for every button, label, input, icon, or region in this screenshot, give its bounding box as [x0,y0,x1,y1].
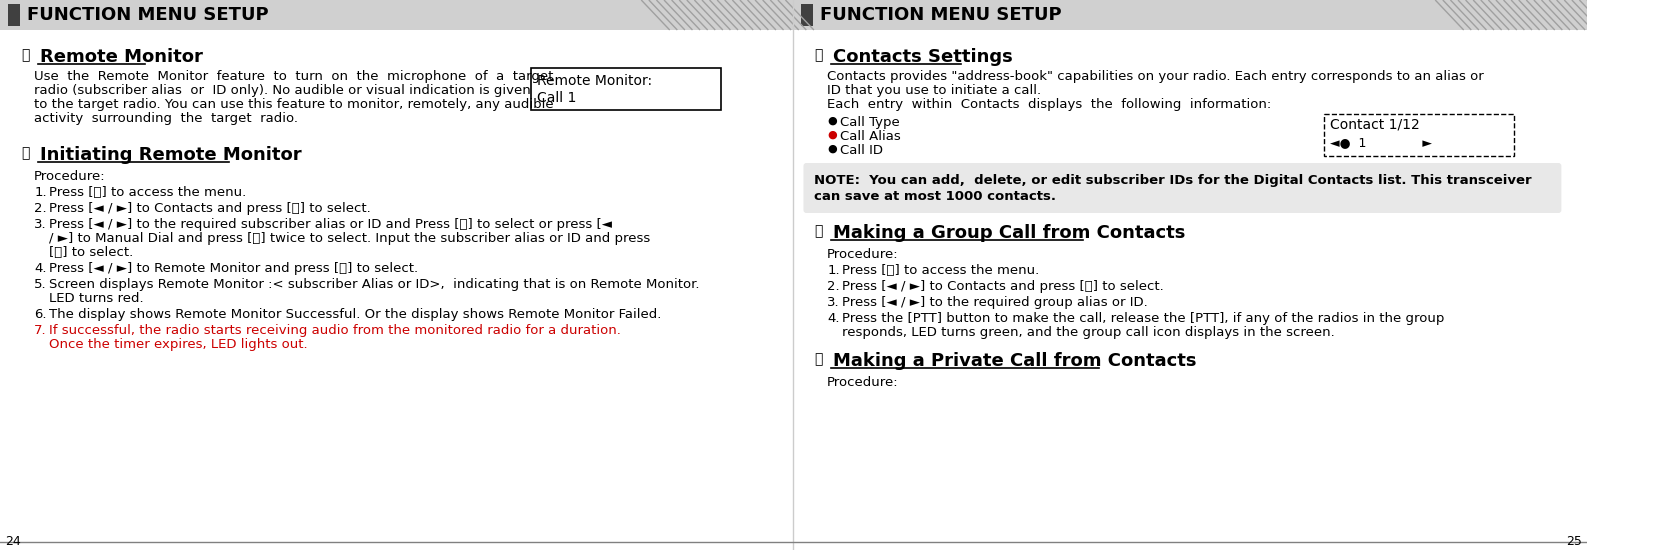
Text: Call Alias: Call Alias [840,130,902,143]
Text: Press [◄ / ►] to Remote Monitor and press [Ⓜ] to select.: Press [◄ / ►] to Remote Monitor and pres… [49,262,418,275]
Text: 25: 25 [1566,535,1583,548]
Text: The display shows Remote Monitor Successful. Or the display shows Remote Monitor: The display shows Remote Monitor Success… [49,308,663,321]
Text: ●: ● [826,144,836,154]
Text: Contact 1/12: Contact 1/12 [1330,118,1420,132]
Text: ◄●  1              ►: ◄● 1 ► [1330,136,1432,149]
Text: Call 1: Call 1 [537,91,576,105]
Text: Use  the  Remote  Monitor  feature  to  turn  on  the  microphone  of  a  target: Use the Remote Monitor feature to turn o… [33,70,554,83]
Text: Procedure:: Procedure: [33,170,105,183]
Text: NOTE:  You can add,  delete, or edit subscriber IDs for the Digital Contacts lis: NOTE: You can add, delete, or edit subsc… [813,174,1531,187]
Text: to the target radio. You can use this feature to monitor, remotely, any audible: to the target radio. You can use this fe… [33,98,554,111]
Text: Press [Ⓜ] to access the menu.: Press [Ⓜ] to access the menu. [49,186,246,199]
Text: Remote Monitor:: Remote Monitor: [537,74,652,88]
Text: Call Type: Call Type [840,116,900,129]
FancyBboxPatch shape [0,0,793,30]
Text: 📻: 📻 [813,224,821,238]
Text: 1.: 1. [826,264,840,277]
Text: Making a Private Call from Contacts: Making a Private Call from Contacts [833,352,1196,370]
FancyBboxPatch shape [1325,114,1514,156]
Text: / ►] to Manual Dial and press [Ⓜ] twice to select. Input the subscriber alias or: / ►] to Manual Dial and press [Ⓜ] twice … [49,232,651,245]
Text: Press [◄ / ►] to Contacts and press [Ⓜ] to select.: Press [◄ / ►] to Contacts and press [Ⓜ] … [49,202,371,215]
Text: Press [◄ / ►] to Contacts and press [Ⓜ] to select.: Press [◄ / ►] to Contacts and press [Ⓜ] … [842,280,1164,293]
Text: radio (subscriber alias  or  ID only). No audible or visual indication is given: radio (subscriber alias or ID only). No … [33,84,530,97]
Text: Contacts provides "address-book" capabilities on your radio. Each entry correspo: Contacts provides "address-book" capabil… [826,70,1484,83]
Text: Procedure:: Procedure: [826,376,898,389]
Text: 7.: 7. [33,324,47,337]
Text: 📻: 📻 [20,48,28,62]
Text: [Ⓜ] to select.: [Ⓜ] to select. [49,246,134,259]
Text: 1.: 1. [33,186,47,199]
Text: If successful, the radio starts receiving audio from the monitored radio for a d: If successful, the radio starts receivin… [49,324,621,337]
Text: Procedure:: Procedure: [826,248,898,261]
Text: 3.: 3. [33,218,47,231]
FancyBboxPatch shape [793,0,1588,30]
Text: Contacts Settings: Contacts Settings [833,48,1012,66]
Text: Initiating Remote Monitor: Initiating Remote Monitor [40,146,301,164]
Text: Press the [PTT] button to make the call, release the [PTT], if any of the radios: Press the [PTT] button to make the call,… [842,312,1445,325]
Text: Making a Group Call from Contacts: Making a Group Call from Contacts [833,224,1184,242]
Text: 3.: 3. [826,296,840,309]
Text: ●: ● [826,116,836,126]
Text: Once the timer expires, LED lights out.: Once the timer expires, LED lights out. [49,338,308,351]
Text: Press [◄ / ►] to the required subscriber alias or ID and Press [Ⓜ] to select or : Press [◄ / ►] to the required subscriber… [49,218,612,231]
Text: FUNCTION MENU SETUP: FUNCTION MENU SETUP [820,6,1061,24]
Text: 📻: 📻 [20,146,28,160]
Text: ID that you use to initiate a call.: ID that you use to initiate a call. [826,84,1041,97]
Text: 📻: 📻 [813,48,821,62]
Text: 6.: 6. [33,308,47,321]
Text: 5.: 5. [33,278,47,291]
Text: Screen displays Remote Monitor :< subscriber Alias or ID>,  indicating that is o: Screen displays Remote Monitor :< subscr… [49,278,699,291]
Text: 24: 24 [5,535,20,548]
Text: ●: ● [826,130,836,140]
Text: Press [◄ / ►] to the required group alias or ID.: Press [◄ / ►] to the required group alia… [842,296,1148,309]
Text: FUNCTION MENU SETUP: FUNCTION MENU SETUP [27,6,268,24]
Text: 4.: 4. [33,262,47,275]
Text: activity  surrounding  the  target  radio.: activity surrounding the target radio. [33,112,298,125]
Text: LED turns red.: LED turns red. [49,292,144,305]
Text: Call ID: Call ID [840,144,883,157]
FancyBboxPatch shape [801,4,813,26]
Text: 2.: 2. [826,280,840,293]
Text: responds, LED turns green, and the group call icon displays in the screen.: responds, LED turns green, and the group… [842,326,1335,339]
Text: 4.: 4. [826,312,840,325]
Text: can save at most 1000 contacts.: can save at most 1000 contacts. [813,190,1056,203]
FancyBboxPatch shape [532,68,721,110]
Text: Remote Monitor: Remote Monitor [40,48,202,66]
Text: Press [Ⓜ] to access the menu.: Press [Ⓜ] to access the menu. [842,264,1039,277]
FancyBboxPatch shape [803,163,1561,213]
Text: 📻: 📻 [813,352,821,366]
Text: Each  entry  within  Contacts  displays  the  following  information:: Each entry within Contacts displays the … [826,98,1271,111]
Text: 2.: 2. [33,202,47,215]
FancyBboxPatch shape [8,4,20,26]
